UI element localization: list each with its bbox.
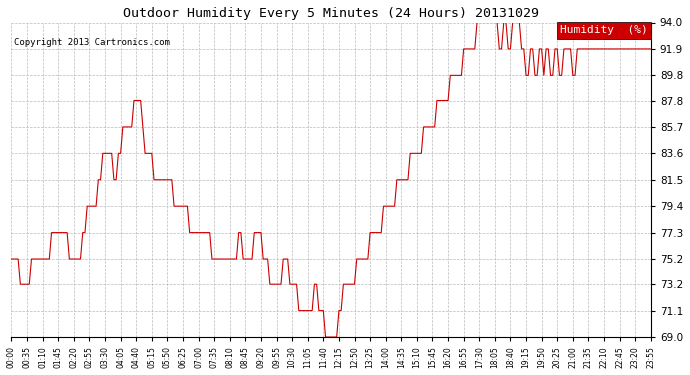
Text: Humidity  (%): Humidity (%) — [560, 25, 648, 35]
Title: Outdoor Humidity Every 5 Minutes (24 Hours) 20131029: Outdoor Humidity Every 5 Minutes (24 Hou… — [123, 7, 539, 20]
Text: Copyright 2013 Cartronics.com: Copyright 2013 Cartronics.com — [14, 38, 170, 47]
